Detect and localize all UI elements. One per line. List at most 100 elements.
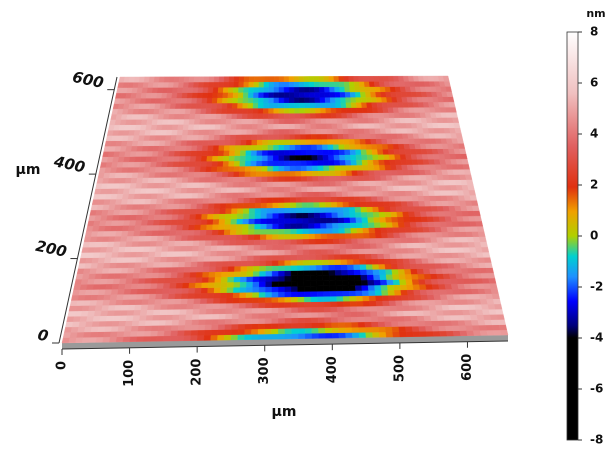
surface-cell — [392, 274, 399, 279]
surface-cell — [324, 186, 330, 191]
surface-cell — [284, 113, 289, 118]
surface-cell — [311, 124, 317, 129]
surface-cell — [148, 140, 154, 145]
surface-cell — [298, 318, 305, 323]
surface-cell — [173, 82, 179, 87]
surface-cell — [157, 236, 164, 241]
surface-cell — [262, 155, 268, 160]
surface-cell — [241, 145, 247, 150]
surface-cell — [305, 328, 312, 333]
surface-cell — [260, 261, 266, 266]
surface-cell — [138, 241, 145, 246]
surface-cell — [309, 228, 315, 233]
surface-cell — [297, 244, 303, 249]
surface-cell — [212, 103, 218, 108]
surface-cell — [206, 309, 213, 314]
surface-cell — [241, 250, 247, 255]
surface-cell — [83, 332, 91, 337]
surface-cell — [284, 108, 289, 113]
x-tick-label: 600 — [460, 354, 475, 381]
surface-cell — [441, 227, 448, 232]
surface-cell — [207, 214, 213, 219]
surface-cell — [203, 267, 210, 272]
surface-cell — [410, 149, 416, 154]
surface-cell — [167, 204, 174, 209]
surface-cell — [327, 233, 333, 238]
surface-cell — [331, 113, 337, 118]
surface-cell — [253, 92, 258, 97]
x-axis-label: µm — [272, 404, 297, 420]
surface-cell — [110, 331, 118, 336]
surface-cell — [158, 225, 165, 230]
surface-cell — [176, 225, 183, 230]
surface-cell — [227, 193, 233, 198]
surface-cell — [162, 199, 169, 204]
surface-cell — [349, 139, 355, 144]
surface-cell — [179, 320, 186, 325]
surface-cell — [267, 197, 273, 202]
surface-cell — [336, 102, 342, 107]
surface-cell — [150, 199, 157, 204]
surface-cell — [474, 216, 481, 221]
surface-cell — [291, 260, 297, 265]
surface-cell — [338, 322, 345, 327]
surface-cell — [175, 241, 182, 246]
surface-cell — [299, 97, 304, 102]
surface-cell — [375, 233, 382, 238]
surface-cell — [479, 325, 487, 330]
surface-cell — [268, 108, 273, 113]
surface-cell — [245, 166, 251, 171]
surface-cell — [458, 284, 465, 289]
surface-cell — [449, 102, 455, 107]
surface-cell — [387, 139, 393, 144]
surface-cell — [375, 290, 382, 295]
surface-cell — [200, 235, 207, 240]
surface-cell — [188, 293, 195, 298]
surface-cell — [465, 325, 473, 330]
surface-cell — [117, 289, 124, 294]
surface — [62, 76, 508, 343]
surface-cell — [266, 239, 272, 244]
surface-cell — [312, 155, 318, 160]
surface-cell — [382, 301, 389, 306]
surface-cell — [423, 310, 430, 315]
surface-cell — [204, 130, 210, 135]
surface-cell — [273, 208, 279, 213]
surface-cell — [305, 108, 310, 113]
surface-cell — [407, 201, 414, 206]
surface-cell — [230, 135, 236, 140]
surface-cell — [245, 319, 252, 324]
surface-cell — [258, 113, 263, 118]
surface-cell — [185, 256, 192, 261]
surface-cell — [187, 188, 193, 193]
surface-cell — [316, 270, 323, 275]
surface-cell — [355, 207, 361, 212]
colorbar-tick-label: -6 — [590, 382, 603, 396]
surface-cell — [253, 98, 258, 103]
surface-cell — [325, 192, 331, 197]
surface-cell — [273, 197, 279, 202]
surface-cell — [206, 224, 212, 229]
surface-cell — [266, 266, 272, 271]
surface-cell — [206, 166, 212, 171]
surface-cell — [257, 129, 262, 134]
surface-cell — [133, 199, 140, 204]
surface-cell — [271, 334, 278, 339]
surface-cell — [134, 310, 141, 315]
surface-cell — [362, 165, 368, 170]
surface-cell — [121, 236, 128, 241]
surface-cell — [234, 171, 240, 176]
surface-cell — [348, 270, 355, 275]
surface-cell — [339, 82, 344, 87]
surface-cell — [336, 181, 342, 186]
surface-cell — [88, 311, 96, 316]
surface-cell — [309, 234, 315, 239]
surface-cell — [371, 248, 378, 253]
surface-cell — [264, 82, 269, 87]
surface-cell — [387, 285, 394, 290]
surface-cell — [172, 167, 178, 172]
surface-cell — [490, 283, 498, 288]
surface-cell — [372, 259, 379, 264]
surface-cell — [341, 108, 347, 113]
surface-cell — [268, 134, 273, 139]
